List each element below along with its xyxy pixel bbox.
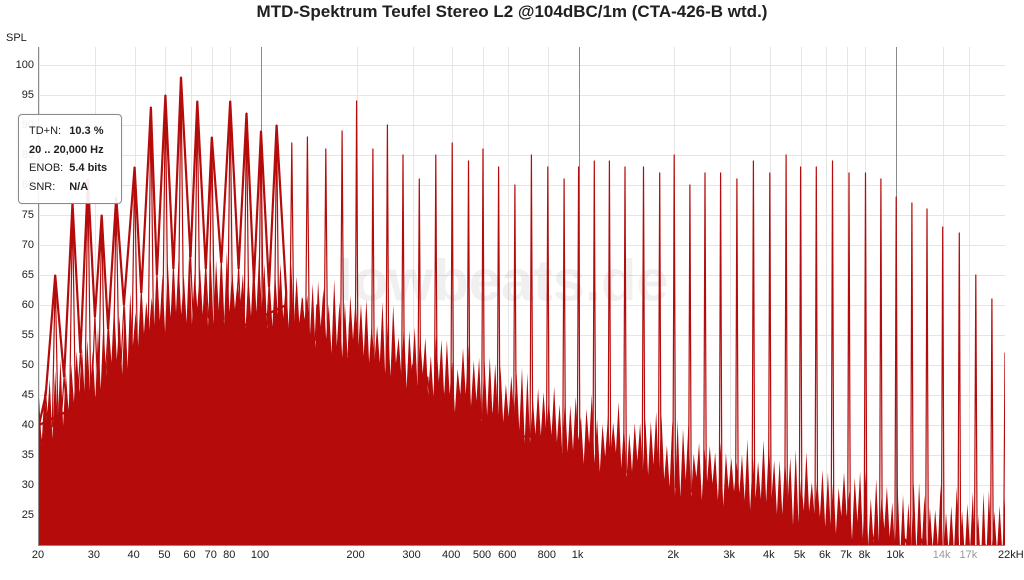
info-label: SNR: bbox=[29, 179, 67, 196]
x-tick: 10k bbox=[886, 549, 904, 561]
plot-area: lowbeats.de bbox=[38, 47, 1005, 546]
info-value: 20 .. 20,000 Hz bbox=[29, 142, 111, 159]
y-tick: 50 bbox=[4, 359, 34, 371]
x-tick: 7k bbox=[840, 549, 852, 561]
spectrum-series bbox=[39, 47, 1005, 545]
y-tick: 30 bbox=[4, 479, 34, 491]
x-tick: 14k bbox=[933, 549, 951, 561]
x-tick: 3k bbox=[723, 549, 735, 561]
info-label: TD+N: bbox=[29, 123, 67, 140]
y-tick: 60 bbox=[4, 299, 34, 311]
x-tick: 20 bbox=[32, 549, 44, 561]
x-axis-unit: 22kHz bbox=[998, 549, 1024, 561]
x-tick: 17k bbox=[960, 549, 978, 561]
x-tick: 200 bbox=[346, 549, 364, 561]
x-tick: 80 bbox=[223, 549, 235, 561]
measurement-info-box: TD+N:10.3 % 20 .. 20,000 HzENOB:5.4 bitsS… bbox=[18, 114, 122, 204]
y-tick: 65 bbox=[4, 269, 34, 281]
x-tick: 50 bbox=[158, 549, 170, 561]
y-tick: 55 bbox=[4, 329, 34, 341]
y-tick: 40 bbox=[4, 419, 34, 431]
info-value: 5.4 bits bbox=[69, 160, 111, 177]
info-value: 10.3 % bbox=[69, 123, 111, 140]
y-axis-label: SPL bbox=[6, 32, 27, 44]
y-tick: 75 bbox=[4, 209, 34, 221]
x-tick: 5k bbox=[794, 549, 806, 561]
x-tick: 40 bbox=[127, 549, 139, 561]
chart-title: MTD-Spektrum Teufel Stereo L2 @104dBC/1m… bbox=[0, 2, 1024, 22]
x-tick: 500 bbox=[473, 549, 491, 561]
x-tick: 600 bbox=[498, 549, 516, 561]
y-tick: 25 bbox=[4, 509, 34, 521]
y-tick: 70 bbox=[4, 239, 34, 251]
x-tick: 4k bbox=[763, 549, 775, 561]
info-label: ENOB: bbox=[29, 160, 67, 177]
x-tick: 6k bbox=[819, 549, 831, 561]
y-tick: 95 bbox=[4, 89, 34, 101]
x-tick: 60 bbox=[183, 549, 195, 561]
x-tick: 8k bbox=[859, 549, 871, 561]
x-tick: 30 bbox=[88, 549, 100, 561]
x-tick: 100 bbox=[251, 549, 269, 561]
x-tick: 2k bbox=[667, 549, 679, 561]
y-tick: 100 bbox=[4, 59, 34, 71]
x-tick: 400 bbox=[442, 549, 460, 561]
y-tick: 45 bbox=[4, 389, 34, 401]
x-tick: 300 bbox=[402, 549, 420, 561]
info-value: N/A bbox=[69, 179, 111, 196]
x-tick: 70 bbox=[205, 549, 217, 561]
y-tick: 35 bbox=[4, 449, 34, 461]
x-tick: 1k bbox=[572, 549, 584, 561]
spectrum-chart: MTD-Spektrum Teufel Stereo L2 @104dBC/1m… bbox=[0, 0, 1024, 580]
x-tick: 800 bbox=[538, 549, 556, 561]
